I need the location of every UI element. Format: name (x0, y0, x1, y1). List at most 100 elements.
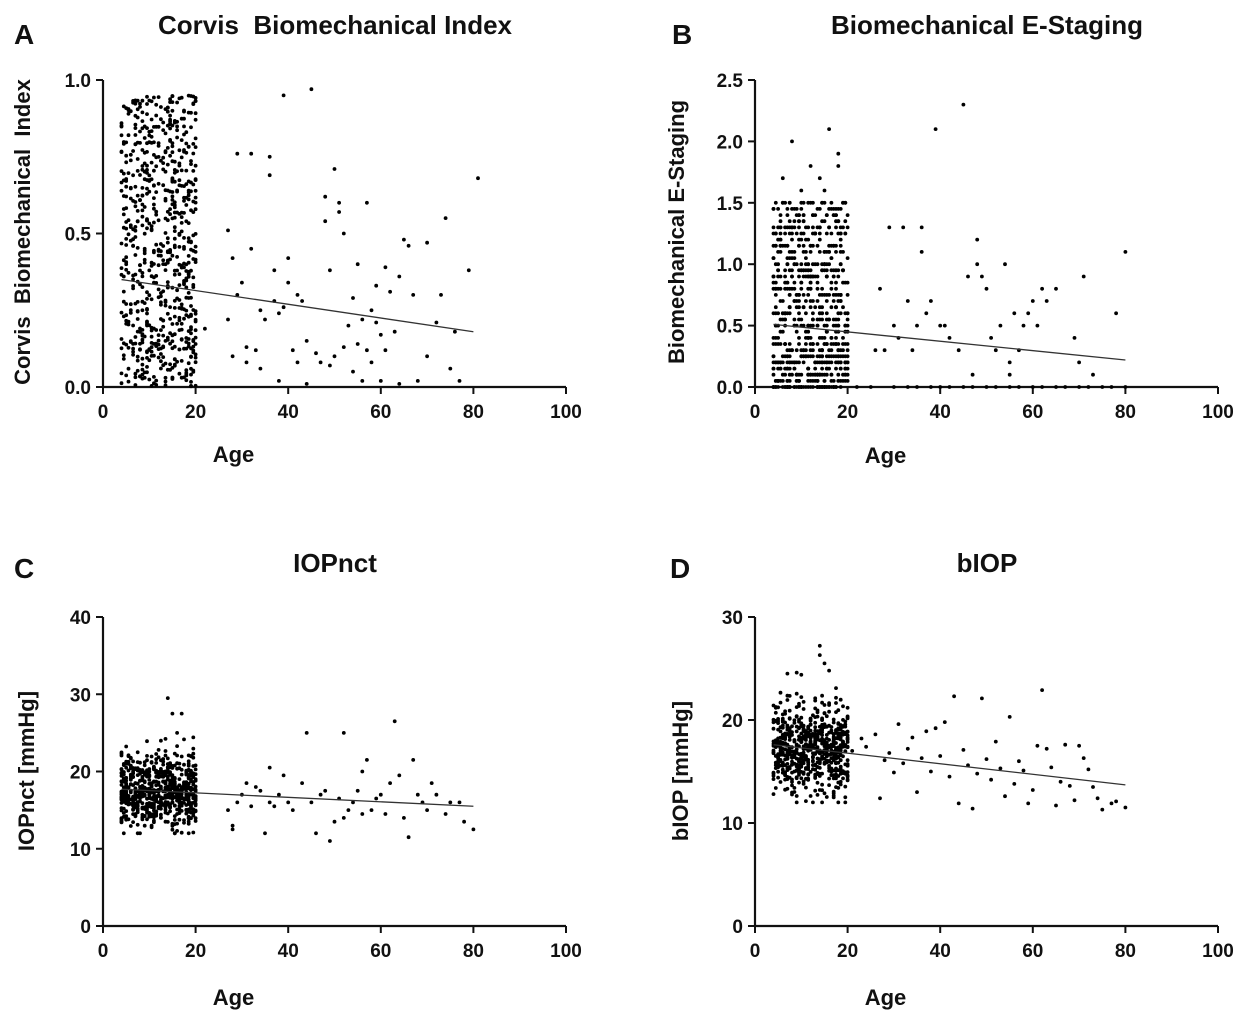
data-point (771, 792, 776, 796)
data-point (813, 752, 818, 756)
data-point (133, 235, 138, 239)
data-point (378, 379, 383, 383)
data-point (794, 742, 799, 747)
data-point (170, 766, 175, 770)
data-point (124, 237, 129, 241)
data-point (813, 305, 818, 310)
y-tick-label: 10 (722, 814, 743, 835)
data-point (184, 195, 189, 200)
data-point (154, 212, 159, 217)
data-point (794, 800, 799, 805)
data-point (152, 220, 156, 225)
data-point (355, 342, 360, 346)
data-point (799, 695, 804, 699)
data-point (804, 311, 808, 316)
data-point (142, 772, 147, 777)
data-point (140, 356, 145, 361)
data-point (836, 219, 841, 224)
data-point (346, 323, 351, 328)
data-point (240, 280, 244, 285)
data-point (787, 735, 792, 739)
data-point (466, 268, 471, 273)
data-point (827, 262, 831, 267)
data-point (827, 783, 831, 787)
data-point (838, 262, 843, 267)
data-point (154, 752, 159, 756)
data-point (193, 177, 198, 182)
data-point (332, 167, 337, 171)
x-tick-label: 20 (837, 402, 858, 423)
data-point (824, 299, 829, 303)
data-point (811, 800, 815, 805)
data-point (152, 250, 156, 255)
data-point (128, 302, 133, 307)
data-point (152, 202, 156, 207)
data-point (133, 204, 138, 209)
data-point (365, 200, 369, 205)
data-point (149, 160, 154, 165)
data-point (147, 792, 152, 796)
data-point (124, 262, 129, 267)
data-point (168, 121, 173, 126)
data-point (771, 274, 776, 279)
data-point (124, 791, 129, 796)
data-point (156, 342, 161, 347)
data-point (138, 330, 142, 334)
data-point (845, 758, 850, 763)
data-point (145, 296, 149, 301)
data-point (834, 225, 838, 230)
data-point (808, 164, 813, 168)
data-point (193, 763, 198, 768)
data-point (186, 819, 191, 824)
data-point (790, 780, 794, 784)
data-point (189, 779, 193, 784)
data-point (783, 200, 787, 205)
data-point (806, 760, 811, 764)
data-point (161, 355, 166, 359)
data-point (817, 653, 822, 657)
data-point (156, 804, 161, 809)
data-point (163, 805, 168, 810)
data-point (172, 272, 177, 277)
data-point (193, 794, 198, 798)
data-point (827, 243, 831, 248)
data-point (138, 101, 142, 106)
data-point (998, 766, 1003, 771)
x-tick-label: 20 (837, 941, 858, 962)
data-point (1035, 743, 1040, 748)
data-point (1123, 250, 1128, 254)
data-point (140, 812, 145, 817)
data-point (817, 237, 822, 242)
data-point (119, 266, 124, 270)
data-point (152, 381, 156, 386)
data-point (778, 225, 783, 230)
data-point (1123, 805, 1128, 810)
data-point (1017, 759, 1021, 764)
data-point (820, 366, 824, 371)
data-point (179, 184, 184, 188)
data-point (121, 353, 126, 358)
data-point (170, 179, 175, 184)
data-point (189, 384, 193, 388)
data-point (808, 736, 813, 741)
data-point (172, 245, 177, 250)
data-point (170, 824, 175, 828)
data-point (159, 105, 163, 109)
data-point (140, 119, 145, 123)
data-point (790, 348, 794, 353)
data-point (808, 305, 813, 310)
data-point (813, 788, 818, 793)
data-point (773, 738, 778, 743)
data-point (790, 286, 794, 291)
data-point (845, 715, 850, 719)
data-point (138, 263, 142, 268)
data-point (124, 177, 129, 181)
data-point (956, 801, 961, 806)
data-point (175, 744, 180, 748)
data-point (124, 373, 129, 378)
data-point (140, 299, 145, 304)
data-point (834, 250, 838, 254)
data-point (133, 272, 138, 277)
data-point (184, 372, 189, 377)
data-point (773, 342, 778, 346)
